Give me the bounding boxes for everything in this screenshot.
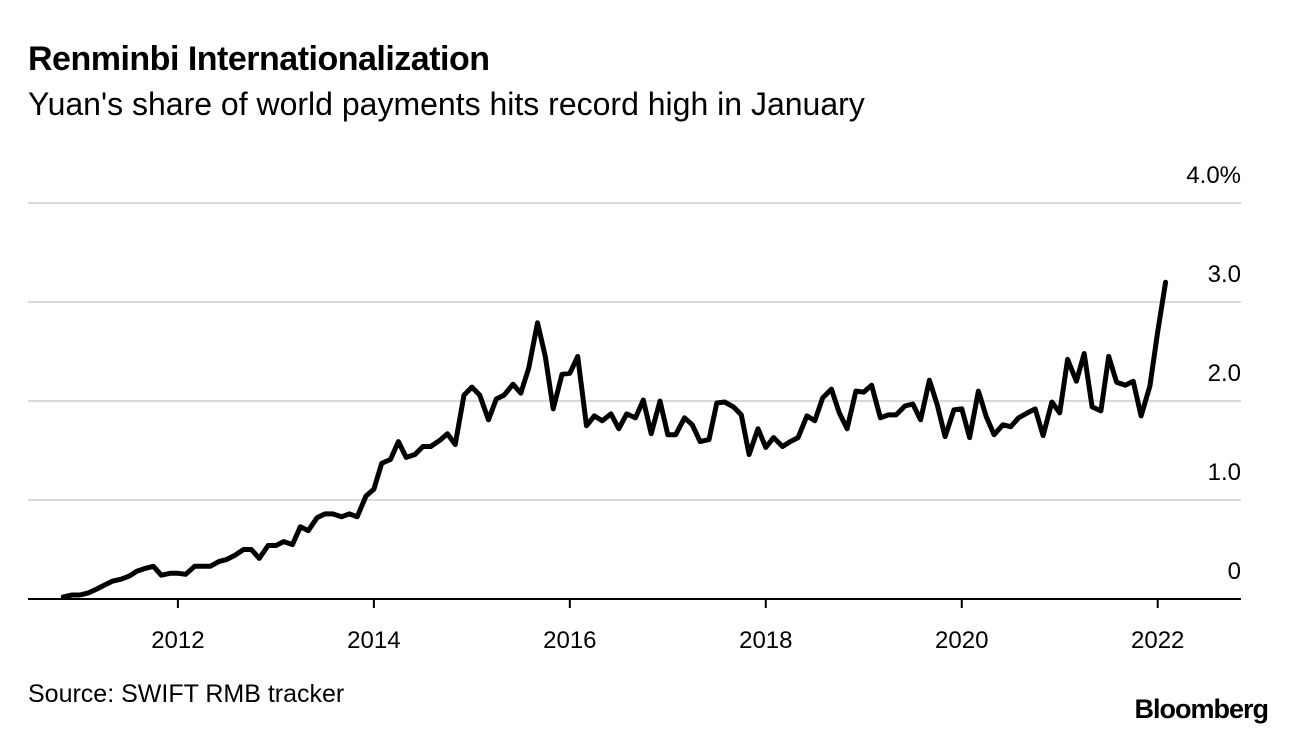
x-tick-label: 2014 [347, 627, 400, 654]
y-tick-label: 1.0 [1208, 459, 1241, 486]
bloomberg-logo: Bloomberg [1134, 694, 1269, 724]
x-tick-label: 2016 [543, 627, 596, 654]
y-tick-label: 2.0 [1208, 360, 1241, 387]
y-axis-tick-labels: 0 1.0 2.0 3.0 4.0% [1186, 162, 1241, 585]
source-note: Source: SWIFT RMB tracker [28, 680, 345, 708]
chart-subtitle: Yuan's share of world payments hits reco… [28, 86, 865, 122]
x-axis-ticks: 2012 2014 2016 2018 2020 2022 [151, 599, 1184, 654]
series-line-0 [60, 279, 1169, 600]
y-tick-label: 0 [1228, 558, 1241, 585]
chart-title: Renminbi Internationalization [28, 40, 490, 78]
gridlines [28, 202, 1241, 501]
x-tick-label: 2020 [935, 627, 988, 654]
y-tick-label: 3.0 [1208, 261, 1241, 288]
y-tick-label: 4.0% [1186, 162, 1241, 189]
x-tick-label: 2022 [1131, 627, 1184, 654]
series-layer [60, 279, 1169, 600]
x-tick-label: 2012 [151, 627, 204, 654]
x-tick-label: 2018 [739, 627, 792, 654]
